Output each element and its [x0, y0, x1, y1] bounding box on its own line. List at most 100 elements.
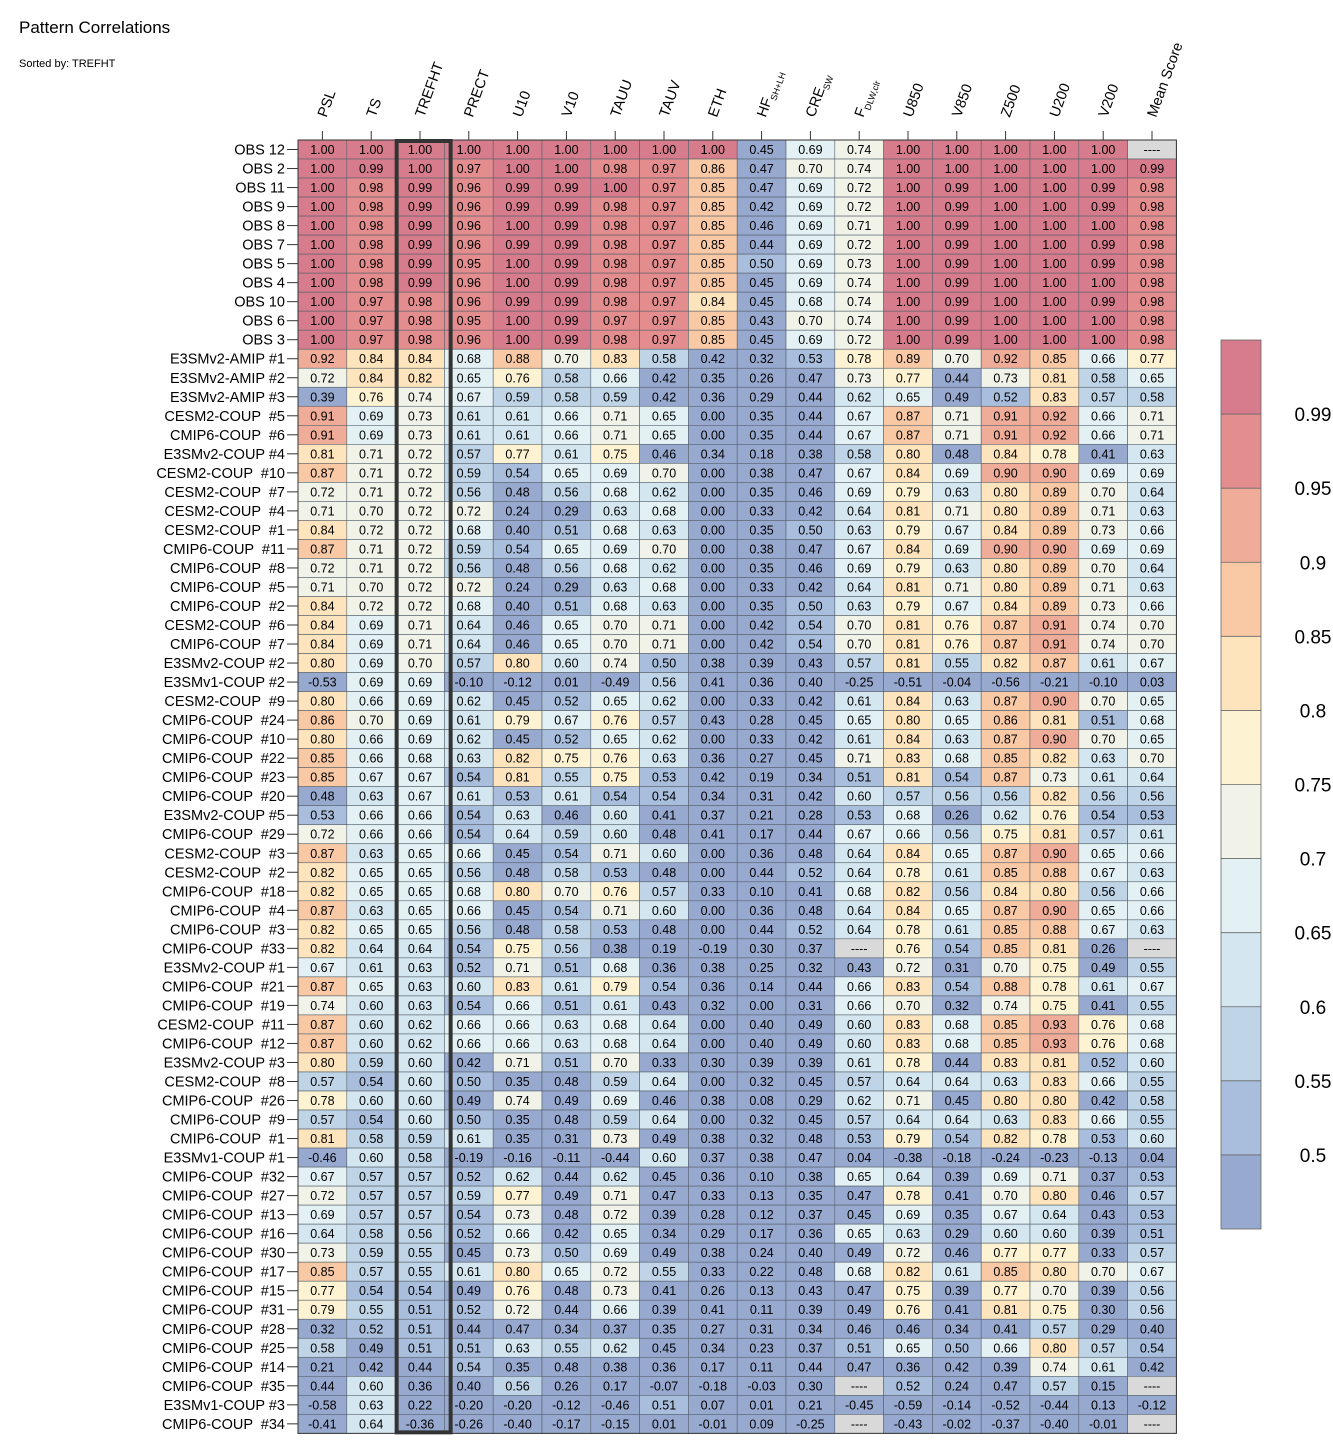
- cell-value: 0.85: [310, 771, 334, 785]
- cell-value: 0.74: [847, 143, 871, 157]
- cell-value: 0.99: [505, 295, 529, 309]
- cell-value: 0.10: [749, 885, 773, 899]
- cell-value: 0.49: [359, 1341, 383, 1355]
- cell-value: 0.88: [1042, 866, 1066, 880]
- row-label: CMIP6-COUP #3: [170, 922, 285, 938]
- cell-value: 0.29: [798, 1094, 822, 1108]
- cell-value: 1.00: [993, 333, 1017, 347]
- cell-value: 0.91: [1042, 638, 1066, 652]
- cell-value: -0.21: [1040, 676, 1069, 690]
- cell-value: 0.59: [554, 828, 578, 842]
- cell-value: 0.75: [1042, 999, 1066, 1013]
- cell-value: 0.67: [945, 599, 969, 613]
- cell-value: 0.71: [847, 752, 871, 766]
- cell-value: 0.57: [457, 657, 481, 671]
- row-label: E3SMv1-COUP #2: [164, 675, 285, 691]
- cell-value: 0.66: [1140, 885, 1164, 899]
- cell-value: 0.63: [554, 1037, 578, 1051]
- cell-value: 0.54: [457, 1360, 481, 1374]
- cell-value: 0.86: [701, 162, 725, 176]
- cell-value: 0.59: [359, 1056, 383, 1070]
- cell-value: 0.38: [749, 466, 773, 480]
- cell-value: 0.64: [310, 1227, 334, 1241]
- cell-value: 1.00: [505, 219, 529, 233]
- cell-value: 0.68: [408, 752, 432, 766]
- cell-value: 0.78: [847, 352, 871, 366]
- table-row: 0.84 0.69 0.71 0.64 0.46 0.65 0.70 0.71 0.00 0.42…: [297, 615, 1177, 635]
- cell-value: 0.99: [554, 295, 578, 309]
- row-label: CESM2-COUP #10: [156, 466, 285, 482]
- cell-value: 0.70: [896, 999, 920, 1013]
- cell-value: 0.31: [798, 999, 822, 1013]
- cell-value: 0.60: [652, 904, 676, 918]
- cell-value: 0.74: [1091, 638, 1115, 652]
- cell-value: 0.66: [457, 1018, 481, 1032]
- cell-value: 1.00: [505, 257, 529, 271]
- cell-value: 0.59: [505, 390, 529, 404]
- cell-value: 0.67: [1140, 1265, 1164, 1279]
- cell-value: ----: [851, 942, 868, 956]
- cell-value: 0.79: [896, 485, 920, 499]
- cell-value: 0.54: [603, 790, 627, 804]
- table-row: 0.74 0.60 0.63 0.54 0.66 0.51 0.61 0.43 0.32 0.00…: [297, 995, 1177, 1016]
- cell-value: 0.45: [749, 295, 773, 309]
- cell-value: 0.69: [798, 257, 822, 271]
- cell-value: 0.90: [1042, 847, 1066, 861]
- cell-value: 1.00: [310, 314, 334, 328]
- row-label: CMIP6-COUP #33: [162, 941, 285, 957]
- cell-value: 0.44: [798, 828, 822, 842]
- cell-value: 0.62: [603, 1170, 627, 1184]
- row-label: CMIP6-COUP #15: [162, 1284, 285, 1300]
- row-label: CMIP6-COUP #34: [162, 1417, 285, 1433]
- cell-value: 0.23: [749, 1341, 773, 1355]
- cell-value: 0.50: [798, 523, 822, 537]
- table-row: 0.64 0.58 0.56 0.52 0.66 0.42 0.65 0.34 0.29 0.17…: [297, 1223, 1177, 1244]
- cell-value: 0.98: [1140, 295, 1164, 309]
- row-label: CMIP6-COUP #4: [170, 903, 285, 919]
- cell-value: 0.37: [798, 1341, 822, 1355]
- cell-value: 0.68: [603, 599, 627, 613]
- cell-value: 0.69: [896, 1208, 920, 1222]
- cell-value: 0.44: [310, 1379, 334, 1393]
- cell-value: 0.60: [408, 1094, 432, 1108]
- column-label: U200: [1047, 81, 1074, 119]
- cell-value: 0.60: [359, 1094, 383, 1108]
- cell-value: 0.44: [798, 390, 822, 404]
- cell-value: 0.42: [945, 1360, 969, 1374]
- cell-value: 0.14: [749, 980, 773, 994]
- cell-value: 0.73: [505, 1246, 529, 1260]
- cell-value: 0.13: [749, 1189, 773, 1203]
- cell-value: 0.56: [652, 676, 676, 690]
- cell-value: 0.81: [310, 1132, 334, 1146]
- cell-value: 0.78: [896, 923, 920, 937]
- cell-value: 0.66: [457, 847, 481, 861]
- cell-value: 1.00: [408, 143, 432, 157]
- row-label: OBS 5: [242, 257, 285, 273]
- cell-value: 1.00: [310, 143, 334, 157]
- cell-value: 0.57: [847, 1075, 871, 1089]
- cell-value: 0.35: [749, 409, 773, 423]
- cell-value: 0.57: [1140, 1246, 1164, 1260]
- cell-value: 0.55: [554, 1341, 578, 1355]
- cell-value: 0.71: [652, 638, 676, 652]
- cell-value: 0.00: [701, 1113, 725, 1127]
- cell-value: -0.36: [406, 1417, 435, 1431]
- column-label: PSL: [315, 88, 339, 119]
- cell-value: 0.65: [554, 619, 578, 633]
- row-label: OBS 2: [242, 162, 285, 178]
- cell-value: 0.56: [457, 923, 481, 937]
- cell-value: 0.97: [652, 314, 676, 328]
- cell-value: 0.80: [505, 657, 529, 671]
- cell-value: 0.66: [847, 980, 871, 994]
- cell-value: 0.32: [945, 999, 969, 1013]
- cell-value: 0.83: [993, 1056, 1017, 1070]
- row-label: OBS 6: [242, 314, 285, 330]
- cell-value: 0.46: [945, 1246, 969, 1260]
- cell-value: 0.68: [652, 580, 676, 594]
- cell-value: 1.00: [310, 295, 334, 309]
- cell-value: 0.84: [310, 638, 334, 652]
- cell-value: 0.60: [603, 828, 627, 842]
- cell-value: 0.75: [896, 1284, 920, 1298]
- cell-value: 0.57: [1091, 1341, 1115, 1355]
- cell-value: 0.70: [1091, 485, 1115, 499]
